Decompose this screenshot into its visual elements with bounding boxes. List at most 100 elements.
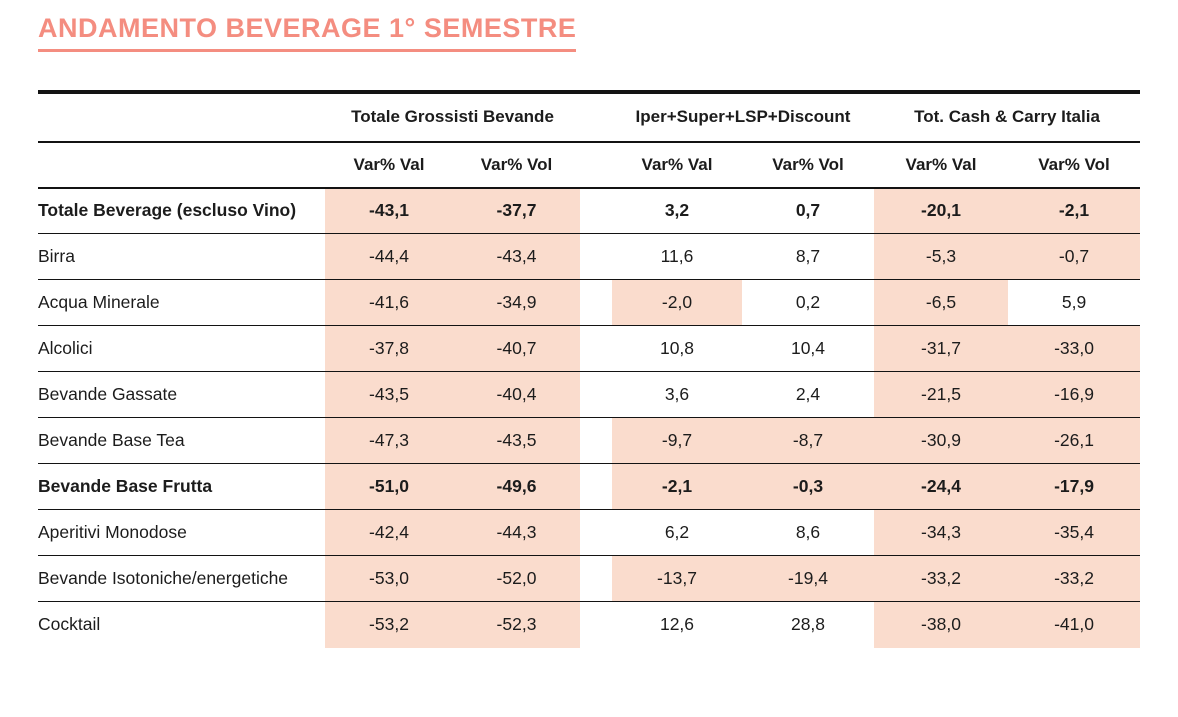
value-cell: -53,0 (325, 555, 453, 603)
table-row: Aperitivi Monodose -42,4 -44,3 6,2 8,6 -34,3-… (38, 509, 1141, 557)
subcolumn-header-g1-val: Var% Val (325, 141, 453, 189)
value-cell: -8,7 (742, 417, 874, 465)
value-cell: -0,7 (1008, 233, 1141, 281)
value-cell: 3,6 (612, 371, 742, 419)
subcolumn-header-g3-vol: Var% Vol (1008, 141, 1141, 189)
column-group-header-row: Totale Grossisti Bevande Iper+Super+LSP+… (38, 91, 1141, 143)
table-row: Bevande Base Tea -47,3 -43,5 -9,7 -8,7 -30,9-… (38, 417, 1141, 465)
column-spacer (580, 91, 612, 143)
value-cell: 6,2 (612, 509, 742, 557)
value-cell: -2,0 (612, 279, 742, 327)
value-cell: -40,7 (453, 325, 580, 373)
value-cell: -34,9 (453, 279, 580, 327)
subcolumn-header-g3-val: Var% Val (874, 141, 1008, 189)
table-body: Totale Beverage (escluso Vino) -43,1 -37,7… (38, 187, 1141, 648)
row-label: Bevande Base Tea (38, 417, 325, 465)
value-cell: -43,4 (453, 233, 580, 281)
value-cell: 12,6 (659, 614, 695, 635)
row-label: Bevande Base Frutta (38, 463, 325, 511)
page-title: ANDAMENTO BEVERAGE 1° SEMESTRE (38, 13, 577, 52)
value-cell: -40,4 (453, 371, 580, 419)
column-spacer (580, 325, 612, 373)
value-cell: -13,7 (612, 555, 742, 603)
value-cell: -44,4 (325, 233, 453, 281)
value-cell: -37,7 (453, 187, 580, 235)
value-cell: -16,9 (1008, 371, 1141, 419)
value-cell: -24,4 (874, 463, 1008, 511)
value-cell: 3,2 (612, 187, 742, 235)
table-row: Bevande Base Frutta -51,0 -49,6 -2,1 -0,3 -24… (38, 463, 1141, 511)
value-cell: -2,1 (612, 463, 742, 511)
table-row: Acqua Minerale -41,6 -34,9 -2,0 0,2 -6,5 5,9 (38, 279, 1141, 327)
column-spacer (580, 187, 612, 235)
value-cell: -41,0 (1008, 601, 1141, 648)
table-row: Bevande Gassate -43,5 -40,4 3,6 2,4 -21,5 -16,… (38, 371, 1141, 419)
value-cell: 11,6 (612, 233, 742, 281)
value-cell: -44,3 (453, 509, 580, 557)
column-group-cash-carry: Tot. Cash & Carry Italia (874, 91, 1141, 143)
value-cell: 5,9 (1008, 279, 1141, 327)
value-cell: -31,7 (874, 325, 1008, 373)
value-cell: -43,5 (453, 417, 580, 465)
table-row: Bevande Isotoniche/energetiche -53,0 -52,0… (38, 555, 1141, 603)
value-cell: 10,8 (612, 325, 742, 373)
column-spacer (580, 279, 612, 327)
value-cell: -26,1 (1008, 417, 1141, 465)
column-spacer (580, 555, 612, 603)
value-cell: -43,1 (325, 187, 453, 235)
row-label: Aperitivi Monodose (38, 509, 325, 557)
value-cell: -33,2 (874, 555, 1008, 603)
value-cell: -37,8 (325, 325, 453, 373)
value-cell: -30,9 (874, 417, 1008, 465)
value-cell: -17,9 (1008, 463, 1141, 511)
corner-cell (38, 91, 325, 143)
value-cell: -19,4 (742, 555, 874, 603)
value-cell: -0,3 (742, 463, 874, 511)
value-cell: -52,0 (453, 555, 580, 603)
value-cell: 10,4 (742, 325, 874, 373)
subcolumn-header-g2-vol: Var% Vol (742, 141, 874, 189)
row-label: Totale Beverage (escluso Vino) (38, 187, 325, 235)
column-spacer (580, 417, 612, 465)
value-cell: -51,0 (325, 463, 453, 511)
column-spacer (580, 463, 612, 511)
value-cell: 28,8 (790, 614, 826, 635)
table-row: Cocktail -53,2 -52,3 12,6 28,8 -38,0 -41,0 (38, 601, 1141, 648)
column-spacer (580, 141, 612, 189)
value-cell: -34,3 (874, 509, 1008, 557)
value-cell: -2,1 (1008, 187, 1141, 235)
value-cell: -43,5 (325, 371, 453, 419)
row-label: Bevande Isotoniche/energetiche (38, 555, 325, 603)
table-row: Alcolici -37,8 -40,7 10,8 10,4 -31,7 -33,0 (38, 325, 1141, 373)
value-cell: -6,5 (874, 279, 1008, 327)
table-row: Birra -44,4 -43,4 11,6 8,7 -5,3 -0,7 (38, 233, 1141, 281)
value-cell: -52,3 (453, 601, 580, 648)
value-cell: -38,0 (874, 601, 1008, 648)
value-cell: -9,7 (612, 417, 742, 465)
row-label: Alcolici (38, 325, 325, 373)
row-label: Cocktail (38, 614, 101, 635)
column-spacer (580, 602, 612, 648)
value-cell: -49,6 (453, 463, 580, 511)
value-cell: 0,2 (742, 279, 874, 327)
subcolumn-header-g1-vol: Var% Vol (453, 141, 580, 189)
value-cell: -33,2 (1008, 555, 1141, 603)
value-cell: 0,7 (742, 187, 874, 235)
value-cell: -47,3 (325, 417, 453, 465)
value-cell: -53,2 (325, 601, 453, 648)
column-group-totale-grossisti: Totale Grossisti Bevande (325, 91, 580, 143)
value-cell: -20,1 (874, 187, 1008, 235)
table-row: Totale Beverage (escluso Vino) -43,1 -37,7… (38, 187, 1141, 235)
value-cell: -35,4 (1008, 509, 1141, 557)
value-cell: -41,6 (325, 279, 453, 327)
row-label: Bevande Gassate (38, 371, 325, 419)
sub-header-row: Var% Val Var% Vol Var% Val Var% Vol Var%… (38, 141, 1141, 189)
value-cell: -33,0 (1008, 325, 1141, 373)
value-cell: -42,4 (325, 509, 453, 557)
column-spacer (580, 233, 612, 281)
value-cell: -21,5 (874, 371, 1008, 419)
value-cell: -5,3 (874, 233, 1008, 281)
subcolumn-header-g2-val: Var% Val (612, 141, 742, 189)
column-group-iper-super: Iper+Super+LSP+Discount (612, 91, 874, 143)
